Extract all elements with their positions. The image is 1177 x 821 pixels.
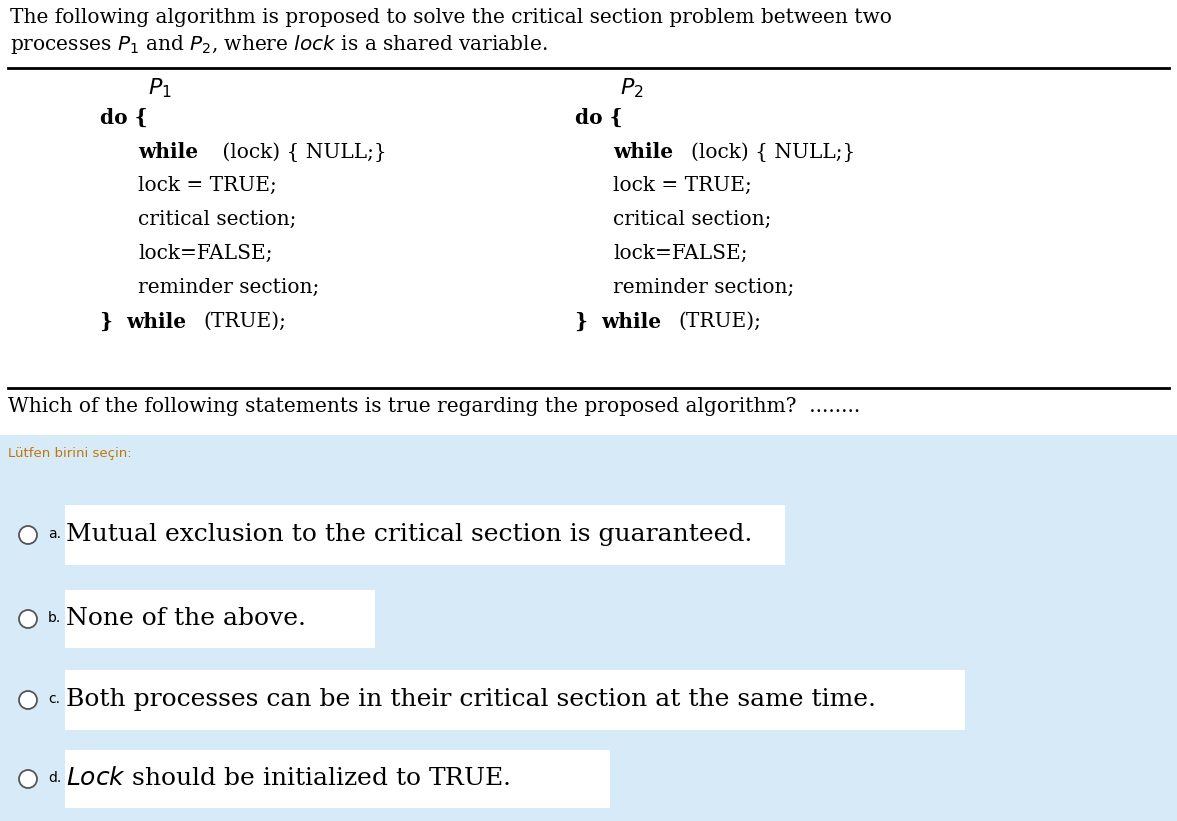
Text: reminder section;: reminder section; bbox=[613, 278, 794, 297]
Text: lock = TRUE;: lock = TRUE; bbox=[613, 176, 752, 195]
Circle shape bbox=[19, 526, 36, 544]
Text: }: } bbox=[576, 312, 596, 332]
Text: reminder section;: reminder section; bbox=[138, 278, 319, 297]
Bar bbox=[65, 750, 610, 808]
Text: (lock) { NULL;}: (lock) { NULL;} bbox=[691, 142, 855, 162]
Text: while: while bbox=[138, 142, 198, 162]
Text: a.: a. bbox=[48, 527, 61, 541]
Text: (lock) { NULL;}: (lock) { NULL;} bbox=[215, 142, 386, 162]
Text: c.: c. bbox=[48, 692, 60, 706]
Text: Lütfen birini seçin:: Lütfen birini seçin: bbox=[8, 447, 132, 460]
Text: Which of the following statements is true regarding the proposed algorithm?  ...: Which of the following statements is tru… bbox=[8, 397, 860, 416]
Text: do {: do { bbox=[100, 108, 147, 128]
Circle shape bbox=[19, 691, 36, 709]
Text: lock=FALSE;: lock=FALSE; bbox=[613, 244, 747, 263]
Circle shape bbox=[19, 610, 36, 628]
Text: while: while bbox=[126, 312, 186, 332]
Text: critical section;: critical section; bbox=[613, 210, 771, 229]
Text: None of the above.: None of the above. bbox=[66, 607, 306, 630]
Circle shape bbox=[19, 770, 36, 788]
Text: $P_1$: $P_1$ bbox=[148, 76, 172, 99]
Text: critical section;: critical section; bbox=[138, 210, 297, 229]
Text: The following algorithm is proposed to solve the critical section problem betwee: The following algorithm is proposed to s… bbox=[9, 8, 892, 27]
Text: while: while bbox=[600, 312, 661, 332]
Text: while: while bbox=[613, 142, 673, 162]
Text: $\mathit{Lock}$ should be initialized to TRUE.: $\mathit{Lock}$ should be initialized to… bbox=[66, 767, 511, 790]
Text: d.: d. bbox=[48, 771, 61, 785]
Text: Both processes can be in their critical section at the same time.: Both processes can be in their critical … bbox=[66, 687, 876, 710]
Bar bbox=[65, 670, 965, 730]
Text: lock=FALSE;: lock=FALSE; bbox=[138, 244, 273, 263]
Text: lock = TRUE;: lock = TRUE; bbox=[138, 176, 277, 195]
Bar bbox=[0, 0, 1177, 435]
Text: (TRUE);: (TRUE); bbox=[678, 312, 762, 331]
Text: do {: do { bbox=[576, 108, 623, 128]
Text: $P_2$: $P_2$ bbox=[620, 76, 644, 99]
Text: }: } bbox=[100, 312, 120, 332]
Bar bbox=[65, 590, 375, 648]
Bar bbox=[0, 435, 1177, 821]
Text: b.: b. bbox=[48, 611, 61, 625]
Text: processes $P_1$ and $P_2$, where $\mathit{lock}$ is a shared variable.: processes $P_1$ and $P_2$, where $\mathi… bbox=[9, 33, 547, 56]
Text: Mutual exclusion to the critical section is guaranteed.: Mutual exclusion to the critical section… bbox=[66, 522, 752, 545]
Text: (TRUE);: (TRUE); bbox=[204, 312, 286, 331]
Bar bbox=[65, 505, 785, 565]
